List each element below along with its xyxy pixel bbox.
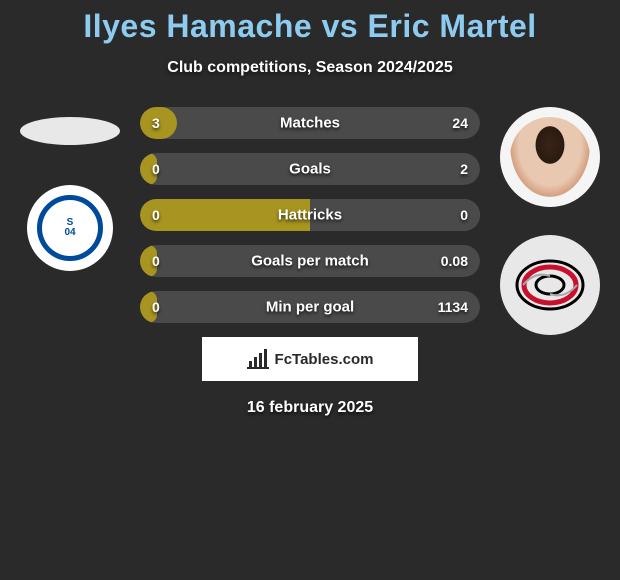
stat-bar: 02Goals	[140, 153, 480, 185]
schalke-logo-text: S04	[64, 218, 75, 238]
stat-label: Goals	[140, 161, 480, 178]
subtitle: Club competitions, Season 2024/2025	[0, 59, 620, 77]
right-player-column	[490, 107, 610, 335]
player-photo-icon	[510, 117, 590, 197]
stat-label: Matches	[140, 115, 480, 132]
left-player-column: S04	[10, 107, 130, 271]
stat-bar: 01134Min per goal	[140, 291, 480, 323]
schalke-logo-icon: S04	[37, 195, 103, 261]
stat-bar: 00.08Goals per match	[140, 245, 480, 277]
comparison-card: Ilyes Hamache vs Eric Martel Club compet…	[0, 0, 620, 417]
player-avatar	[500, 107, 600, 207]
stat-bar: 00Hattricks	[140, 199, 480, 231]
hurricanes-logo-icon	[515, 259, 585, 311]
date-label: 16 february 2025	[0, 399, 620, 417]
branding-text: FcTables.com	[275, 351, 374, 368]
page-title: Ilyes Hamache vs Eric Martel	[0, 8, 620, 45]
player-avatar-placeholder	[20, 117, 120, 145]
club-logo-right	[500, 235, 600, 335]
chart-icon	[247, 349, 269, 369]
stat-bar: 324Matches	[140, 107, 480, 139]
club-logo-left: S04	[27, 185, 113, 271]
stat-label: Hattricks	[140, 207, 480, 224]
stat-label: Min per goal	[140, 299, 480, 316]
main-content: S04 324Matches 02Goals 00Hattricks 00.08Goa…	[0, 107, 620, 417]
branding-box: FcTables.com	[202, 337, 418, 381]
stat-label: Goals per match	[140, 253, 480, 270]
stats-bars: 324Matches 02Goals 00Hattricks 00.08Goals p…	[140, 107, 480, 323]
